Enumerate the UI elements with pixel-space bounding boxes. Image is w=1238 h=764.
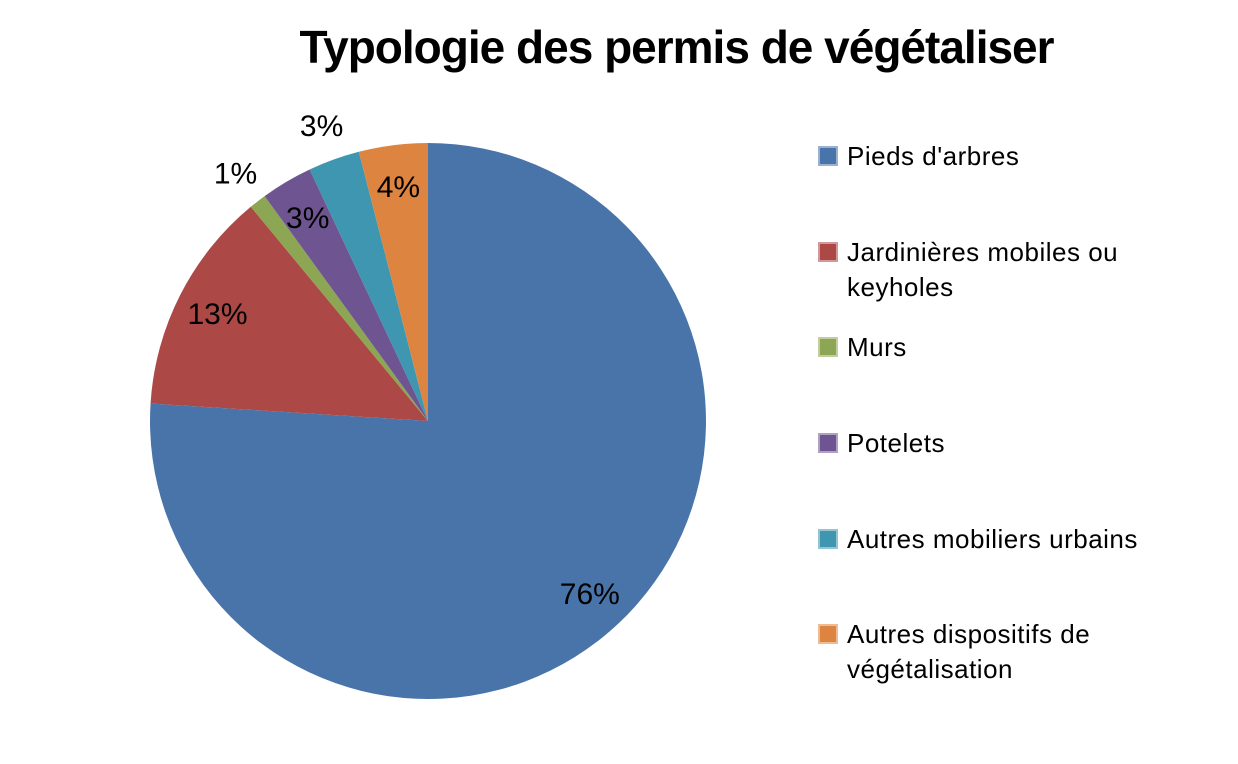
pie-slice-3 xyxy=(264,169,428,421)
pie-percent-label-2: 1% xyxy=(214,157,257,190)
pie-slice-2 xyxy=(250,196,428,421)
legend-swatch-icon xyxy=(818,241,838,262)
legend-swatch-icon xyxy=(818,528,838,549)
chart-title: Typologie des permis de végétaliser xyxy=(299,21,1054,73)
pie-slice-1 xyxy=(150,206,429,421)
legend-swatch-icon xyxy=(818,624,838,645)
legend-item-autres-mobiliers: Autres mobiliers urbains xyxy=(818,509,1213,605)
legend-label: Autres dispositifs de végétalisation xyxy=(847,619,1091,685)
pie-percent-label-1: 13% xyxy=(187,298,247,331)
legend-item-potelets: Potelets xyxy=(818,413,1213,509)
pie-percent-label-5: 4% xyxy=(377,171,420,204)
legend-item-murs: Murs xyxy=(818,317,1213,413)
legend-swatch-icon xyxy=(818,337,838,358)
legend: Pieds d'arbres Jardinières mobiles ou ke… xyxy=(818,126,1213,700)
legend-label: Autres mobiliers urbains xyxy=(847,523,1138,554)
legend-swatch-icon xyxy=(818,146,838,166)
legend-label: Murs xyxy=(847,332,907,363)
pie-slice-5 xyxy=(358,143,428,421)
pie-percent-label-4: 3% xyxy=(300,110,343,143)
legend-swatch-icon xyxy=(818,433,838,454)
legend-item-jardinieres: Jardinières mobiles ou keyholes xyxy=(818,222,1213,318)
pie-slice-0 xyxy=(150,143,707,700)
pie-percent-label-3: 3% xyxy=(286,202,329,235)
pie-percent-label-0: 76% xyxy=(560,578,620,611)
pie-slice-4 xyxy=(309,151,428,422)
legend-label: Pieds d'arbres xyxy=(847,141,1020,171)
legend-item-autres-dispositifs: Autres dispositifs de végétalisation xyxy=(818,604,1213,700)
legend-label: Potelets xyxy=(847,428,945,459)
legend-label: Jardinières mobiles ou keyholes xyxy=(847,236,1119,302)
legend-item-pieds-darbres: Pieds d'arbres xyxy=(818,126,1213,222)
